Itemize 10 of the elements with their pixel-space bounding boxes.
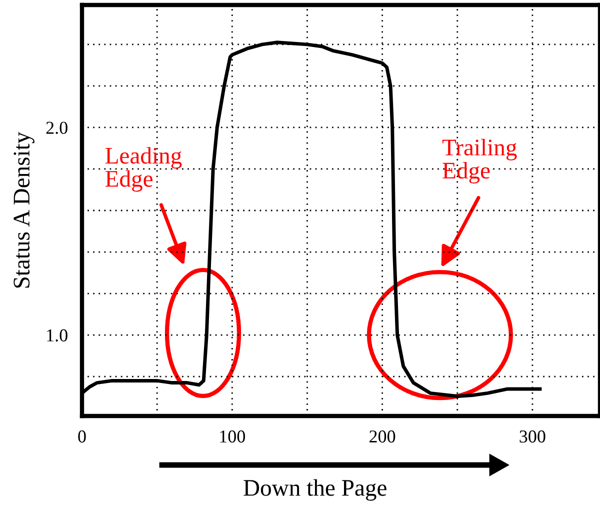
y-tick-label: 1.0	[47, 329, 68, 342]
y-axis-title: Status A Density	[14, 132, 34, 288]
y-tick-label: 2.0	[46, 122, 68, 134]
x-tick-label: 300	[520, 430, 546, 443]
annotation: Leading Edge	[105, 147, 182, 192]
x-axis-title: Down the Page	[244, 479, 386, 501]
x-tick-label: 100	[220, 430, 245, 443]
x-tick-label: 200	[370, 430, 396, 443]
annotation: Trailing Edge	[442, 138, 517, 184]
x-tick-label: 0	[78, 430, 86, 443]
